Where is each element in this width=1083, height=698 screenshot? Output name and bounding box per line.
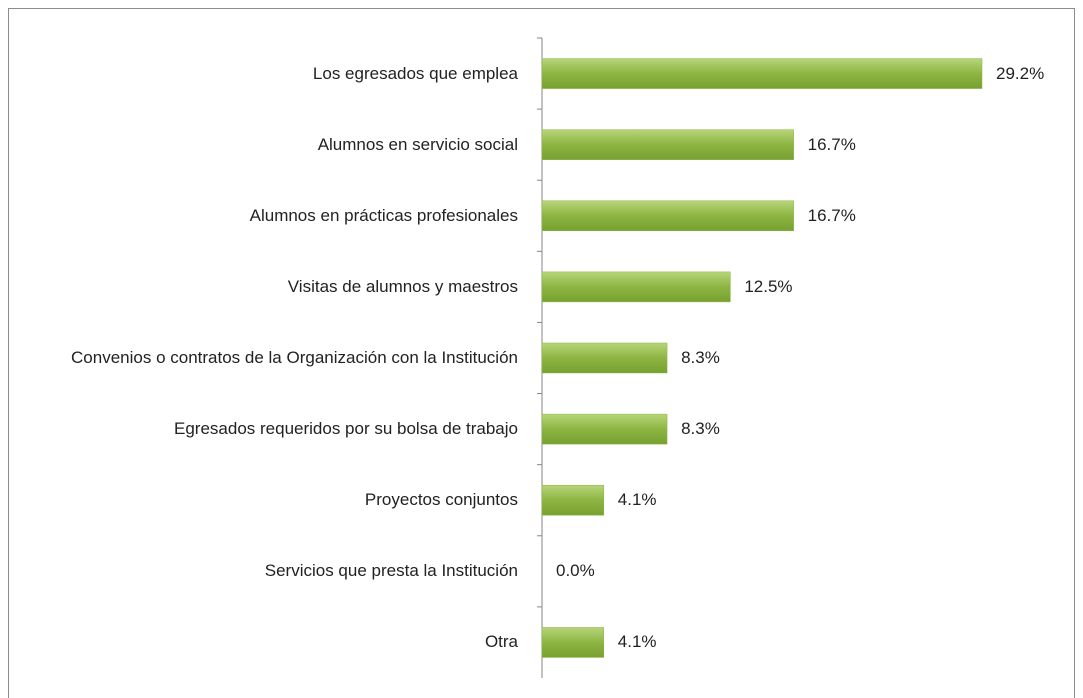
bar	[541, 271, 731, 303]
bar	[541, 200, 794, 232]
chart-border	[8, 8, 1075, 698]
value-label: 29.2%	[996, 63, 1045, 83]
bar	[541, 484, 605, 516]
category-label: Visitas de alumnos y maestros	[287, 276, 518, 296]
category-label: Alumnos en prácticas profesionales	[249, 205, 518, 225]
value-label: 4.1%	[617, 490, 657, 510]
bar	[541, 342, 668, 374]
category-label: Convenios o contratos de la Organización…	[71, 348, 518, 367]
value-label: 16.7%	[807, 205, 856, 225]
category-label: Proyectos conjuntos	[364, 490, 518, 510]
bar	[541, 58, 983, 89]
value-label: 0.0%	[556, 561, 595, 581]
category-label: Alumnos en servicio social	[317, 134, 518, 154]
value-label: 4.1%	[617, 632, 657, 652]
value-label: 8.3%	[681, 348, 720, 367]
value-label: 16.7%	[807, 134, 856, 154]
category-label: Servicios que presta la Institución	[264, 561, 518, 581]
bar	[541, 129, 794, 160]
bar	[541, 627, 605, 658]
value-label: 8.3%	[681, 419, 720, 439]
category-label: Otra	[484, 632, 518, 652]
value-label: 12.5%	[744, 276, 793, 296]
bar	[541, 413, 668, 445]
category-label: Egresados requeridos por su bolsa de tra…	[174, 419, 518, 439]
category-label: Los egresados que emplea	[312, 63, 518, 83]
